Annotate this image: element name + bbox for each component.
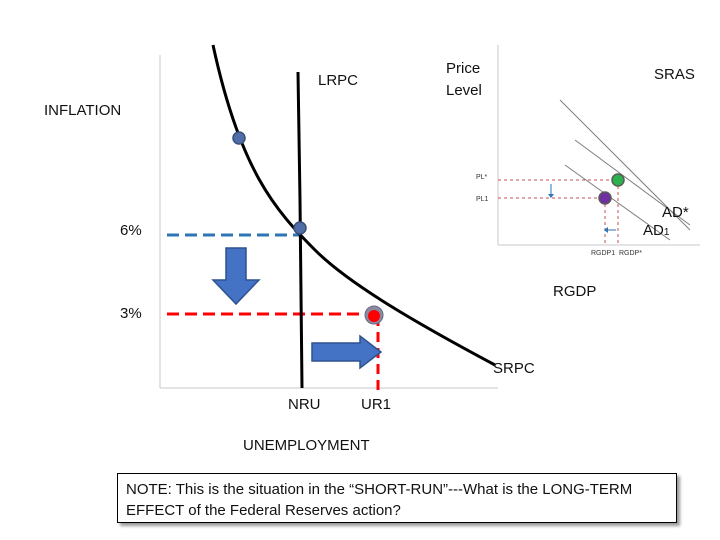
price-level-label-line2: Level (446, 82, 482, 99)
sras-label: SRAS (654, 66, 695, 83)
three-percent-tick: 3% (120, 305, 142, 322)
pl-star-label: PL* (476, 174, 488, 181)
equilibrium-star-point (611, 173, 625, 187)
inflation-axis-label: INFLATION (44, 102, 122, 119)
pl1-label: PL1 (476, 196, 489, 203)
ad1-label: AD1 (643, 222, 669, 239)
unemployment-axis-label: UNEMPLOYMENT (243, 437, 370, 454)
rgdp-axis-label: RGDP (553, 283, 597, 300)
six-percent-tick: 6% (120, 222, 142, 239)
inflation-down-arrow (211, 247, 261, 306)
note-box: NOTE: This is the situation in the “SHOR… (117, 473, 677, 523)
short-run-point-core (368, 310, 380, 322)
price-level-label-line1: Price (446, 60, 481, 77)
initial-point (293, 221, 307, 235)
srpc-label: SRPC (493, 360, 535, 377)
unemployment-right-arrow (311, 334, 383, 370)
ad1-label-subscript: 1 (663, 227, 670, 238)
note-line-2: EFFECT of the Federal Reserves action? (126, 502, 401, 519)
ad1-curve (564, 164, 671, 241)
lrpc-line (296, 71, 304, 389)
ad-star-curve (574, 139, 691, 226)
srpc-upper-point (232, 131, 246, 145)
rgdp-star-label: RGDP* (619, 250, 642, 257)
ad1-label-text: AD (643, 222, 664, 239)
ad-star-label: AD* (662, 204, 689, 221)
price-down-arrowhead (548, 194, 554, 198)
lrpc-label: LRPC (318, 72, 359, 89)
note-line-1: NOTE: This is the situation in the “SHOR… (126, 481, 633, 498)
sras-curve (559, 99, 691, 231)
nru-label: NRU (288, 396, 321, 413)
ur1-label: UR1 (361, 396, 392, 413)
rgdp1-label: RGDP1 (591, 250, 616, 257)
output-left-arrowhead (604, 227, 608, 233)
equilibrium-1-point (598, 191, 612, 205)
